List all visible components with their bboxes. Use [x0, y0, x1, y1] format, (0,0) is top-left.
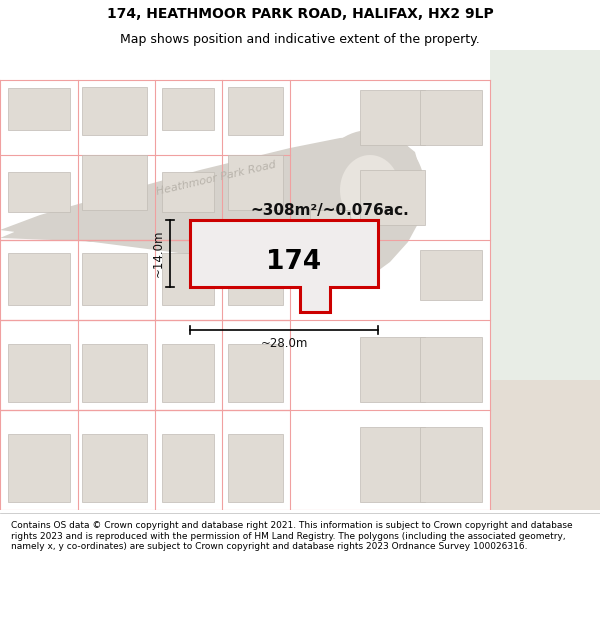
Bar: [162, 434, 214, 502]
Bar: [8, 172, 70, 212]
Bar: [8, 434, 70, 502]
Bar: [162, 172, 214, 212]
Polygon shape: [190, 220, 378, 312]
Bar: [82, 155, 147, 210]
Polygon shape: [315, 130, 425, 250]
Bar: [228, 155, 283, 210]
Text: Heathmoor Park Road: Heathmoor Park Road: [155, 159, 277, 197]
Bar: [82, 87, 147, 135]
Polygon shape: [340, 155, 400, 225]
Bar: [162, 344, 214, 402]
Bar: [360, 337, 425, 402]
Text: 174, HEATHMOOR PARK ROAD, HALIFAX, HX2 9LP: 174, HEATHMOOR PARK ROAD, HALIFAX, HX2 9…: [107, 7, 493, 21]
Bar: [8, 344, 70, 402]
Bar: [8, 88, 70, 130]
Bar: [82, 253, 147, 305]
Bar: [228, 253, 283, 305]
Bar: [228, 344, 283, 402]
Bar: [162, 88, 214, 130]
Bar: [490, 50, 600, 510]
Bar: [228, 87, 283, 135]
Polygon shape: [0, 135, 424, 277]
Bar: [82, 344, 147, 402]
Text: ~14.0m: ~14.0m: [152, 230, 165, 278]
Text: ~308m²/~0.076ac.: ~308m²/~0.076ac.: [251, 202, 409, 217]
Text: 174: 174: [266, 249, 322, 275]
Bar: [420, 427, 482, 502]
Bar: [420, 250, 482, 300]
Bar: [360, 90, 425, 145]
Text: ~28.0m: ~28.0m: [260, 337, 308, 350]
Bar: [8, 253, 70, 305]
Bar: [360, 427, 425, 502]
Bar: [310, 210, 350, 265]
Bar: [82, 434, 147, 502]
Bar: [228, 434, 283, 502]
Bar: [490, 380, 600, 510]
Bar: [162, 253, 214, 305]
Bar: [420, 90, 482, 145]
Bar: [420, 337, 482, 402]
Text: Map shows position and indicative extent of the property.: Map shows position and indicative extent…: [120, 32, 480, 46]
Bar: [360, 170, 425, 225]
Text: Contains OS data © Crown copyright and database right 2021. This information is : Contains OS data © Crown copyright and d…: [11, 521, 572, 551]
